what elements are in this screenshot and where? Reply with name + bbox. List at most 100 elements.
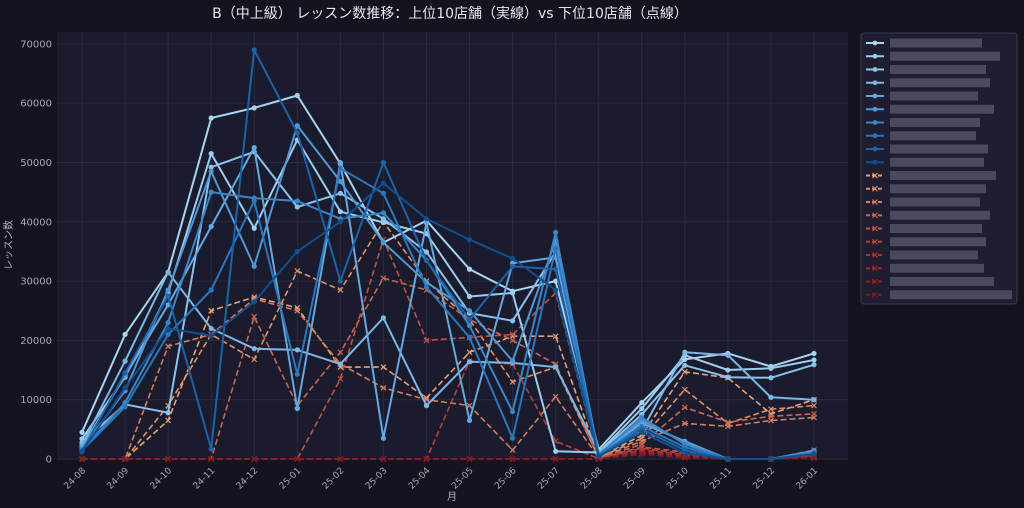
x-tick-label: 25-05	[450, 466, 476, 492]
x-tick-label: 25-06	[493, 466, 519, 492]
data-point	[122, 404, 128, 410]
legend-item	[866, 277, 994, 286]
legend-marker	[872, 212, 878, 219]
x-tick-label: 25-10	[665, 466, 691, 492]
data-point	[768, 413, 774, 420]
data-point	[165, 456, 172, 462]
legend-label-blurred	[890, 104, 994, 114]
data-point	[165, 269, 171, 275]
data-point	[639, 429, 645, 435]
data-point	[724, 419, 731, 426]
legend-label-blurred	[890, 197, 980, 207]
legend-marker	[872, 265, 878, 272]
data-point	[811, 397, 817, 403]
data-point	[337, 209, 343, 215]
legend-label-blurred	[890, 277, 994, 286]
legend-marker	[872, 238, 878, 245]
legend-item	[866, 224, 982, 233]
data-point	[509, 255, 516, 262]
data-point	[337, 190, 343, 196]
data-point	[509, 331, 516, 338]
legend-item	[866, 171, 996, 180]
data-point	[423, 249, 430, 255]
x-tick-label: 25-01	[278, 466, 304, 492]
data-point	[725, 367, 731, 373]
data-point	[553, 448, 559, 454]
data-point	[294, 456, 301, 462]
data-point	[251, 263, 257, 269]
data-point	[423, 257, 430, 263]
legend-marker	[872, 106, 878, 112]
y-tick-label: 70000	[20, 39, 52, 50]
data-point	[208, 115, 214, 121]
data-point	[681, 454, 688, 461]
y-tick-label: 0	[46, 455, 52, 466]
legend-marker	[872, 172, 878, 179]
data-point	[509, 358, 516, 364]
data-point	[466, 417, 473, 424]
legend-label-blurred	[890, 78, 990, 88]
x-tick-label: 25-12	[751, 466, 777, 492]
legend-marker	[872, 278, 878, 285]
x-tick-label: 24-08	[63, 466, 89, 492]
legend-item	[866, 263, 984, 273]
data-point	[337, 456, 344, 462]
data-point	[251, 313, 258, 320]
data-point	[294, 347, 300, 353]
series-line	[81, 124, 815, 460]
legend-item	[866, 78, 990, 88]
data-point	[380, 190, 387, 196]
legend-item	[866, 157, 984, 167]
series-10	[79, 180, 817, 462]
x-tick-label: 24-09	[106, 466, 132, 492]
data-point	[294, 204, 300, 210]
x-tick-label: 25-03	[364, 466, 390, 492]
data-point	[681, 420, 688, 427]
data-point	[423, 284, 430, 290]
data-point	[294, 248, 300, 255]
data-point	[725, 374, 731, 380]
y-tick-label: 20000	[20, 336, 52, 347]
data-point	[509, 337, 516, 344]
series-line	[81, 150, 815, 455]
data-point	[380, 216, 387, 222]
x-tick-label: 25-09	[622, 466, 648, 492]
data-point	[208, 325, 214, 332]
data-point	[553, 229, 559, 236]
legend-marker	[872, 67, 878, 72]
data-point	[768, 365, 774, 371]
x-tick-label: 25-08	[579, 466, 605, 492]
data-point	[208, 333, 214, 339]
x-tick-label: 25-11	[708, 466, 734, 492]
legend-label-blurred	[890, 171, 996, 180]
data-point	[553, 266, 559, 272]
data-point	[380, 159, 387, 166]
data-point	[337, 287, 344, 293]
data-point	[337, 178, 343, 185]
legend-marker	[872, 40, 878, 46]
legend-label-blurred	[890, 131, 976, 141]
data-point	[466, 317, 473, 323]
data-point	[811, 402, 817, 409]
data-point	[251, 198, 257, 204]
data-point	[639, 400, 645, 406]
x-axis-label: 月	[447, 491, 457, 503]
legend-item	[866, 210, 990, 220]
data-point	[639, 414, 645, 421]
data-point	[380, 456, 387, 462]
data-point	[466, 308, 473, 314]
legend-item	[866, 91, 978, 101]
data-point	[423, 456, 430, 462]
data-point	[682, 362, 688, 368]
data-point	[639, 405, 645, 412]
x-tick-label: 24-11	[192, 466, 218, 492]
data-point	[294, 268, 301, 274]
series-line	[82, 453, 815, 460]
legend-item	[866, 118, 980, 127]
data-point	[380, 435, 387, 441]
series-line	[81, 48, 815, 460]
legend-marker	[872, 291, 878, 298]
data-point	[251, 145, 257, 151]
legend-item	[866, 144, 988, 154]
data-point	[337, 349, 344, 356]
